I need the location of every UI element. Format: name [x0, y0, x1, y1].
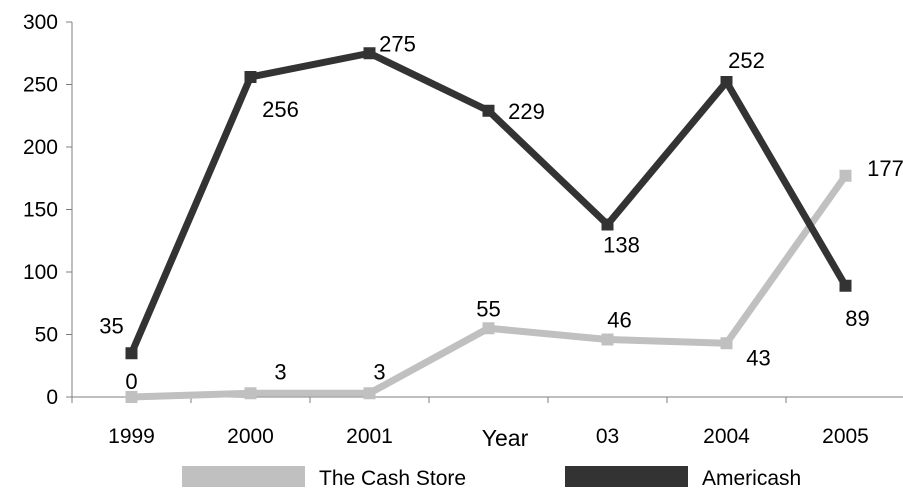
data-label: 229	[508, 99, 545, 124]
y-tick-label: 250	[23, 74, 58, 97]
x-tick-label: 2000	[227, 425, 274, 448]
legend: The Cash Store Americash	[182, 466, 801, 490]
legend-label: The Cash Store	[319, 467, 466, 490]
y-tick-label: 150	[23, 199, 58, 222]
data-point	[482, 104, 495, 117]
y-tick-label: 300	[23, 11, 58, 34]
data-point	[482, 322, 495, 335]
x-tick-label: 03	[596, 425, 619, 448]
x-tick-label: 2001	[346, 425, 393, 448]
x-tick-label: 2005	[822, 425, 869, 448]
x-tick-label: 1999	[108, 425, 155, 448]
y-tick-label: 0	[46, 386, 58, 409]
data-label: 3	[373, 359, 385, 384]
data-label: 138	[603, 233, 640, 258]
y-tick-label: 200	[23, 136, 58, 159]
legend-label: Americash	[702, 467, 801, 490]
y-tick-label: 50	[35, 324, 58, 347]
data-point	[363, 47, 376, 60]
data-point	[125, 391, 138, 403]
data-point	[720, 76, 733, 88]
data-label: 35	[99, 313, 123, 338]
x-axis-ticks: 1999 2000 2001 03 2004 2005	[71, 397, 869, 448]
data-label: 0	[125, 369, 137, 394]
series-layer: 0 3 3 55 46 43 177 35 256 275 229 138 252 89	[99, 31, 903, 403]
series-americash: 35 256 275 229 138 252 89	[99, 31, 870, 360]
data-point	[601, 333, 614, 346]
data-point	[839, 279, 852, 292]
y-tick-label: 100	[23, 261, 58, 284]
y-axis-ticks: 0 50 100 150 200 250 300	[23, 11, 72, 409]
data-label: 3	[274, 359, 286, 384]
data-point	[601, 218, 614, 231]
data-point	[720, 337, 733, 350]
data-point	[244, 71, 257, 83]
data-point	[125, 347, 138, 360]
data-point	[363, 387, 376, 400]
legend-swatch	[565, 466, 688, 487]
x-tick-label: 2004	[703, 425, 750, 448]
data-label: 252	[728, 48, 765, 73]
x-axis-title: Year	[482, 425, 529, 451]
data-label: 55	[476, 296, 500, 321]
series-line	[131, 173, 849, 401]
data-label: 46	[607, 308, 631, 333]
legend-swatch	[182, 466, 305, 487]
data-label: 256	[262, 97, 299, 122]
data-label: 89	[845, 306, 869, 331]
series-the-cash-store: 0 3 3 55 46 43 177	[125, 156, 903, 403]
data-label: 177	[867, 156, 903, 181]
data-label: 43	[746, 345, 770, 370]
data-label: 275	[379, 31, 416, 56]
data-point	[839, 169, 852, 182]
data-point	[244, 387, 257, 400]
